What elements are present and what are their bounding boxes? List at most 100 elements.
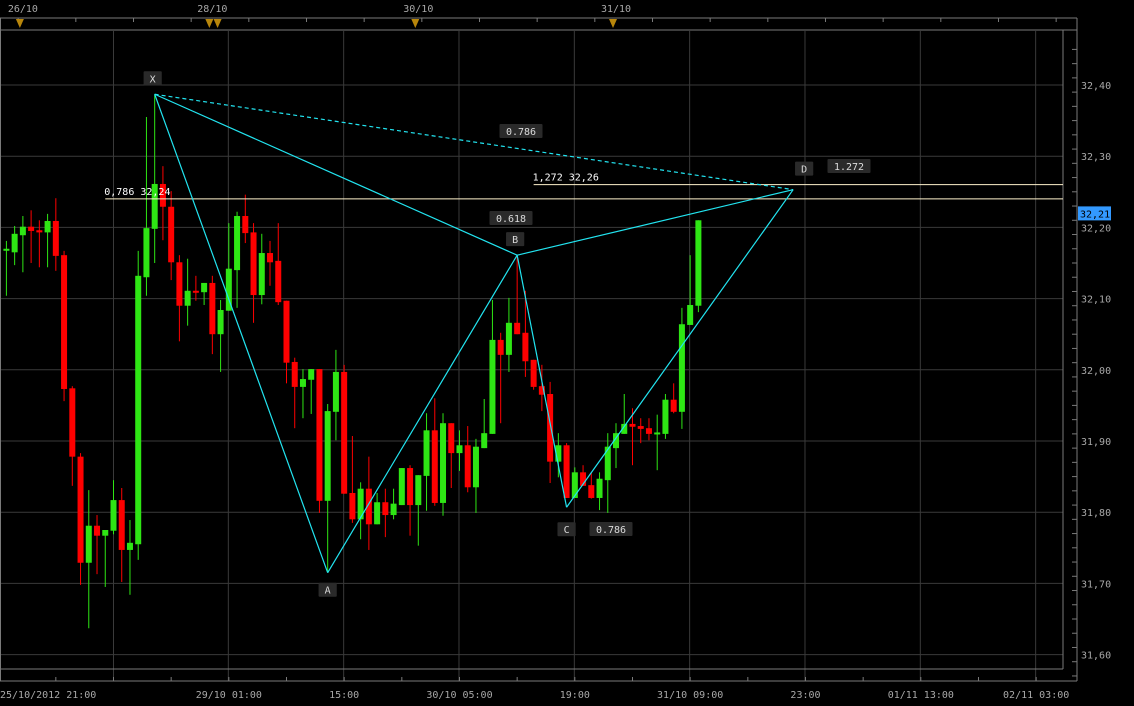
candle xyxy=(102,530,109,587)
candle xyxy=(184,258,191,326)
candle xyxy=(514,255,521,335)
candle xyxy=(670,383,677,414)
pattern-leg-bc xyxy=(516,255,568,508)
candle xyxy=(604,433,611,513)
price-tick-label: 32,30 xyxy=(1081,152,1111,163)
candle xyxy=(580,465,587,486)
candle xyxy=(547,381,554,484)
candle xyxy=(522,290,529,377)
candle-body xyxy=(645,428,652,434)
time-tick-label: 01/11 13:00 xyxy=(888,690,954,701)
candle-body xyxy=(11,233,18,253)
candle xyxy=(654,414,661,471)
candle xyxy=(324,403,331,573)
event-marker-icon xyxy=(411,19,420,28)
candle-body xyxy=(662,399,669,434)
harmonic-pattern[interactable] xyxy=(154,93,794,574)
candle xyxy=(464,426,471,493)
candle-body xyxy=(398,468,405,506)
candle xyxy=(415,475,422,546)
candle-body xyxy=(497,339,504,355)
candle-body xyxy=(456,445,463,454)
candle-body xyxy=(415,475,422,506)
candle xyxy=(61,250,68,402)
candle xyxy=(596,472,603,511)
candle xyxy=(407,465,414,536)
point-label-c-box xyxy=(557,522,576,537)
pattern-line-xd xyxy=(154,93,794,191)
candle xyxy=(431,398,438,506)
candle-body xyxy=(135,275,142,545)
candle-body xyxy=(143,228,150,278)
candle xyxy=(332,349,339,441)
event-marker-icon xyxy=(15,19,24,28)
candle-body xyxy=(267,253,274,263)
candle-body xyxy=(77,456,84,563)
candle-body xyxy=(604,446,611,481)
candle xyxy=(374,492,381,525)
candle xyxy=(3,240,10,296)
candle-body xyxy=(36,230,43,233)
candle xyxy=(275,223,282,306)
candle-body xyxy=(472,446,479,488)
candle-body xyxy=(357,488,364,520)
candle xyxy=(530,359,537,390)
candle-body xyxy=(637,426,644,429)
candle-body xyxy=(571,472,578,498)
candle-body xyxy=(629,423,636,427)
candle-body xyxy=(118,500,125,550)
candle xyxy=(588,473,595,499)
candle-body xyxy=(291,361,298,387)
ratio-label-xb: 0.618 xyxy=(496,214,526,225)
candle-body xyxy=(464,445,471,488)
candle xyxy=(571,467,578,498)
point-label-x-box xyxy=(143,71,162,86)
candle-body xyxy=(28,226,35,231)
time-tick-label: 23:00 xyxy=(790,690,820,701)
candle xyxy=(555,433,562,478)
candle-body xyxy=(522,332,529,362)
candle-body xyxy=(621,423,628,434)
candle xyxy=(267,240,274,286)
candle xyxy=(505,297,512,372)
candle xyxy=(234,211,241,308)
candle xyxy=(225,223,232,311)
candle xyxy=(349,436,356,523)
ratio-label-ac-box xyxy=(589,522,633,536)
candle xyxy=(637,418,644,444)
candle xyxy=(28,210,35,263)
candle xyxy=(36,220,43,268)
candle xyxy=(538,364,545,412)
price-tick-label: 31,70 xyxy=(1081,579,1111,590)
point-label-x: X xyxy=(150,74,156,85)
candle-body xyxy=(538,386,545,395)
candle-body xyxy=(555,445,562,462)
last-price-badge xyxy=(1078,206,1111,221)
candle-body xyxy=(258,253,265,296)
candle-body xyxy=(654,432,661,435)
candle xyxy=(382,488,389,538)
candle-body xyxy=(695,220,702,306)
candle-body xyxy=(283,300,290,363)
candle-body xyxy=(588,485,595,498)
top-date-label: 28/10 xyxy=(197,4,227,15)
candle xyxy=(201,282,208,306)
candle xyxy=(678,307,685,429)
candle xyxy=(489,300,496,434)
price-tick-label: 31,90 xyxy=(1081,437,1111,448)
candle xyxy=(44,213,51,268)
candle xyxy=(497,332,504,424)
pattern-labels: X A B C D 0.786 0.618 0.786 1.272 xyxy=(143,71,871,597)
candle xyxy=(308,369,315,414)
ratio-label-ac: 0.786 xyxy=(596,525,626,536)
candle xyxy=(258,233,265,305)
price-tick-label: 31,60 xyxy=(1081,651,1111,662)
candle xyxy=(168,191,175,281)
candle xyxy=(151,94,158,263)
candle-body xyxy=(547,394,554,462)
candle xyxy=(645,418,652,441)
candle xyxy=(118,487,125,582)
candle-body xyxy=(159,183,166,207)
candle xyxy=(448,423,455,488)
